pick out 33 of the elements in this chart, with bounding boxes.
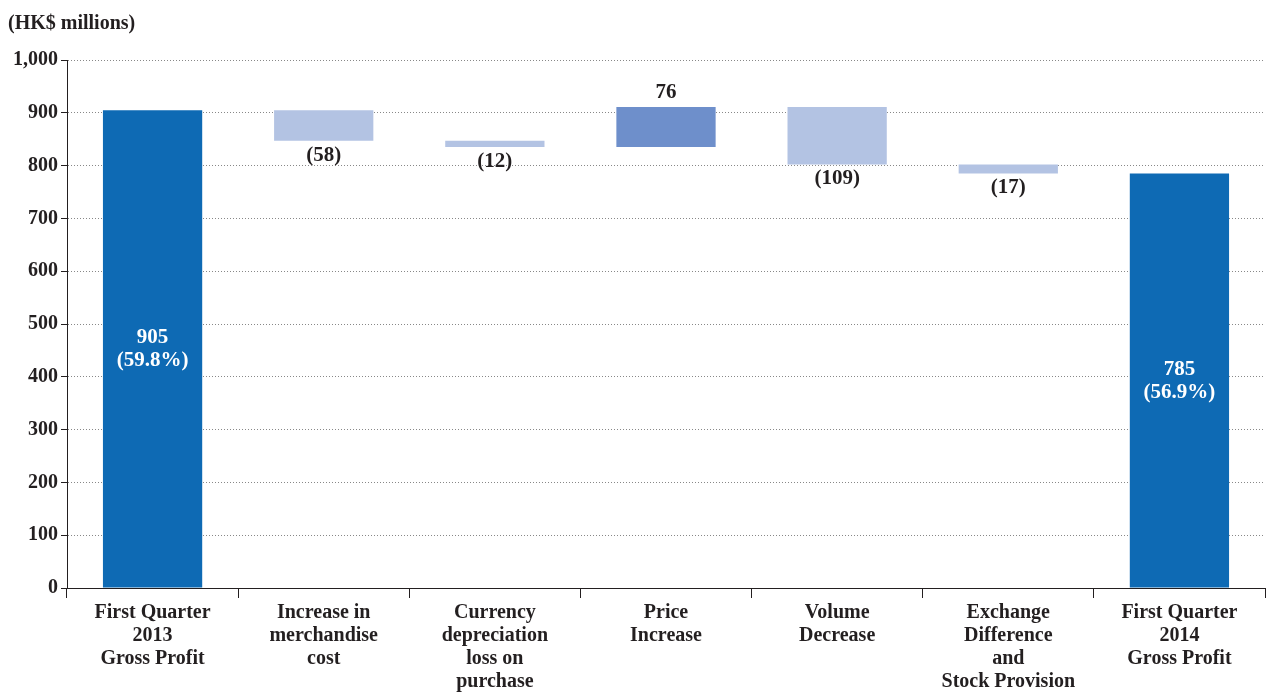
y-tick-label: 1,000: [13, 47, 58, 70]
bar: [1129, 173, 1230, 588]
x-tick-label: Increase in merchandise cost: [269, 599, 379, 668]
y-tick-label: 500: [28, 311, 58, 334]
y-tick-label: 300: [28, 416, 58, 439]
x-tick-label: Currency depreciation loss on purchase: [441, 599, 549, 692]
y-tick-label: 0: [48, 575, 58, 598]
x-tick-label: Volume Decrease: [799, 599, 876, 645]
x-tick-label: First Quarter 2013 Gross Profit: [94, 599, 211, 668]
data-label: 785 (56.9%): [1143, 355, 1216, 403]
bar: [958, 164, 1058, 174]
y-tick-label: 200: [28, 469, 58, 492]
x-tick-label: First Quarter 2014 Gross Profit: [1121, 599, 1238, 668]
bar: [616, 106, 716, 148]
data-label: (17): [990, 174, 1026, 199]
data-label: (12): [477, 148, 513, 173]
bar: [274, 110, 374, 141]
y-tick-label: 600: [28, 258, 58, 281]
y-axis-title: (HK$ millions): [8, 11, 136, 35]
x-tick-label: Price Increase: [630, 599, 703, 645]
y-tick-label: 400: [28, 363, 58, 386]
bar: [102, 110, 203, 588]
bar: [445, 140, 545, 148]
y-tick-label: 900: [28, 99, 58, 122]
y-tick-label: 800: [28, 152, 58, 175]
y-tick-label: 100: [28, 522, 58, 545]
data-label: (109): [814, 165, 860, 190]
y-tick-label: 700: [28, 205, 58, 228]
data-label: 905 (59.8%): [116, 324, 189, 371]
x-tick-label: Exchange Difference and Stock Provision: [941, 599, 1076, 691]
data-label: (58): [306, 141, 342, 166]
data-label: 76: [655, 78, 677, 103]
bar: [787, 106, 887, 165]
